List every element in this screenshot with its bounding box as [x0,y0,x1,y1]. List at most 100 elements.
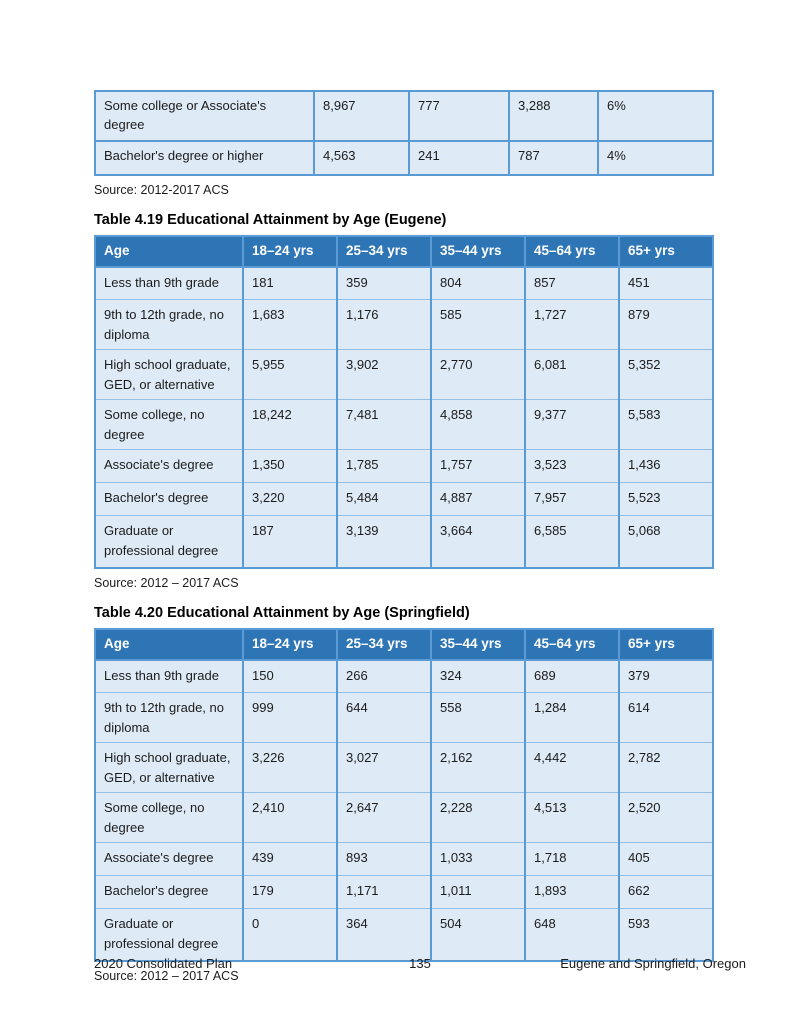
column-header: Age [94,627,244,661]
cell: 8,967 [313,90,410,142]
cell: 3,226 [242,742,338,794]
row-label: 9th to 12th grade, no diploma [94,299,244,351]
row-label: Associate's degree [94,842,244,877]
table-row: Some college, no degree 2,410 2,647 2,22… [94,792,714,844]
cell: 6,081 [524,349,620,401]
footer-page-number: 135 [409,956,431,971]
page-footer: 2020 Consolidated Plan 135 Eugene and Sp… [94,956,746,971]
cell: 405 [618,842,714,877]
cell: 9,377 [524,399,620,451]
table-row: Less than 9th grade 181 359 804 857 451 [94,266,714,301]
cell: 5,583 [618,399,714,451]
cell: 648 [524,908,620,962]
cell: 4,563 [313,139,410,176]
column-header: Age [94,234,244,268]
cell: 2,162 [430,742,526,794]
column-header: 45–64 yrs [524,627,620,661]
cell: 804 [430,266,526,301]
row-label: Some college or Associate's degree [94,90,315,142]
table-header-row: Age 18–24 yrs 25–34 yrs 35–44 yrs 45–64 … [94,627,714,661]
table-row: Associate's degree 1,350 1,785 1,757 3,5… [94,449,714,484]
cell: 241 [408,139,510,176]
cell: 857 [524,266,620,301]
cell: 1,785 [336,449,432,484]
cell: 1,171 [336,875,432,910]
cell: 150 [242,659,338,694]
row-label: Less than 9th grade [94,266,244,301]
row-label: Graduate or professional degree [94,908,244,962]
cell: 0 [242,908,338,962]
cell: 1,893 [524,875,620,910]
cell: 614 [618,692,714,744]
table-row: Some college or Associate's degree 8,967… [94,90,714,142]
partial-attainment-table: Some college or Associate's degree 8,967… [94,90,714,176]
row-label: Bachelor's degree or higher [94,139,315,176]
table-4-20-title: Table 4.20 Educational Attainment by Age… [94,604,470,621]
source-note: Source: 2012 – 2017 ACS [94,575,239,590]
row-label: Some college, no degree [94,792,244,844]
cell: 4,513 [524,792,620,844]
row-label: 9th to 12th grade, no diploma [94,692,244,744]
source-note: Source: 2012 – 2017 ACS [94,968,239,983]
cell: 3,220 [242,482,338,517]
row-label: Associate's degree [94,449,244,484]
row-label: Graduate or professional degree [94,515,244,569]
cell: 3,523 [524,449,620,484]
cell: 439 [242,842,338,877]
table-row: Bachelor's degree or higher 4,563 241 78… [94,139,714,176]
cell: 585 [430,299,526,351]
cell: 662 [618,875,714,910]
column-header: 18–24 yrs [242,627,338,661]
cell: 6% [597,90,714,142]
cell: 3,664 [430,515,526,569]
cell: 5,068 [618,515,714,569]
table-row: Less than 9th grade 150 266 324 689 379 [94,659,714,694]
footer-document-title: 2020 Consolidated Plan [94,956,233,971]
page-content: Some college or Associate's degree 8,967… [94,90,714,983]
column-header: 25–34 yrs [336,234,432,268]
cell: 787 [508,139,599,176]
cell: 4,858 [430,399,526,451]
cell: 7,957 [524,482,620,517]
row-label: Bachelor's degree [94,875,244,910]
cell: 5,352 [618,349,714,401]
cell: 593 [618,908,714,962]
cell: 1,757 [430,449,526,484]
cell: 18,242 [242,399,338,451]
cell: 2,410 [242,792,338,844]
table-header-row: Age 18–24 yrs 25–34 yrs 35–44 yrs 45–64 … [94,234,714,268]
footer-location: Eugene and Springfield, Oregon [560,956,746,971]
row-label: Less than 9th grade [94,659,244,694]
cell: 1,011 [430,875,526,910]
table-row: High school graduate, GED, or alternativ… [94,742,714,794]
cell: 179 [242,875,338,910]
cell: 558 [430,692,526,744]
cell: 2,520 [618,792,714,844]
table-row: Graduate or professional degree 187 3,13… [94,515,714,569]
cell: 266 [336,659,432,694]
table-row: Bachelor's degree 179 1,171 1,011 1,893 … [94,875,714,910]
cell: 3,288 [508,90,599,142]
table-row: 9th to 12th grade, no diploma 1,683 1,17… [94,299,714,351]
cell: 1,727 [524,299,620,351]
cell: 879 [618,299,714,351]
cell: 999 [242,692,338,744]
column-header: 65+ yrs [618,234,714,268]
cell: 893 [336,842,432,877]
cell: 451 [618,266,714,301]
row-label: High school graduate, GED, or alternativ… [94,742,244,794]
cell: 181 [242,266,338,301]
cell: 2,782 [618,742,714,794]
cell: 644 [336,692,432,744]
column-header: 35–44 yrs [430,234,526,268]
table-4-19-title: Table 4.19 Educational Attainment by Age… [94,211,447,228]
table-row: 9th to 12th grade, no diploma 999 644 55… [94,692,714,744]
cell: 1,436 [618,449,714,484]
cell: 5,955 [242,349,338,401]
eugene-attainment-table: Age 18–24 yrs 25–34 yrs 35–44 yrs 45–64 … [94,234,714,569]
row-label: High school graduate, GED, or alternativ… [94,349,244,401]
table-row: High school graduate, GED, or alternativ… [94,349,714,401]
cell: 1,350 [242,449,338,484]
cell: 2,647 [336,792,432,844]
springfield-attainment-table: Age 18–24 yrs 25–34 yrs 35–44 yrs 45–64 … [94,627,714,962]
